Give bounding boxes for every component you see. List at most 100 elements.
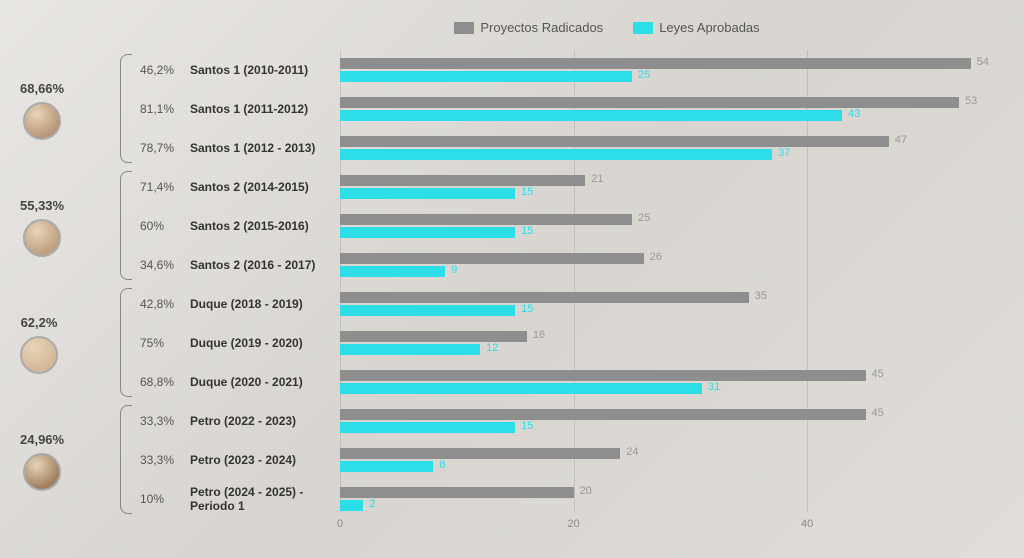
- row-percentage: 46,2%: [140, 63, 190, 77]
- bars-area: 45 15: [340, 405, 994, 437]
- bar-value-radicados: 45: [872, 407, 884, 419]
- legend-item-radicados: Proyectos Radicados: [454, 20, 603, 35]
- bar-aprobadas: [340, 500, 363, 511]
- bars-area: 53 43: [340, 93, 994, 125]
- row-label: Duque (2018 - 2019): [190, 297, 340, 311]
- row-label: Duque (2020 - 2021): [190, 375, 340, 389]
- bar-aprobadas: [340, 422, 515, 433]
- row-label: Santos 2 (2016 - 2017): [190, 258, 340, 272]
- row-label: Duque (2019 - 2020): [190, 336, 340, 350]
- bar-value-radicados: 45: [872, 368, 884, 380]
- row-label: Petro (2023 - 2024): [190, 453, 340, 467]
- group-percentage: 24,96%: [20, 432, 64, 447]
- bar-value-radicados: 16: [533, 329, 545, 341]
- bars-area: 4531: [340, 366, 994, 398]
- bar-value-radicados: 26: [650, 251, 662, 263]
- bars-area: 2515: [340, 210, 994, 242]
- bar-radicados: [340, 409, 866, 420]
- legend-swatch-radicados: [454, 22, 474, 34]
- chart-row: 33,3%Petro (2022 - 2023)4515: [140, 401, 994, 440]
- groups-column: 68,66% 55,33% 62,2% 24,96%: [20, 50, 140, 530]
- bar-value-aprobadas: 25: [638, 69, 650, 81]
- legend: Proyectos Radicados Leyes Aprobadas: [220, 20, 994, 35]
- row-percentage: 10%: [140, 492, 190, 506]
- row-percentage: 60%: [140, 219, 190, 233]
- bar-value-radicados: 24: [626, 446, 638, 458]
- bars-area: 5425: [340, 54, 994, 86]
- row-percentage: 33,3%: [140, 414, 190, 428]
- chart-row: 71,4%Santos 2 (2014-2015) 21 15: [140, 167, 994, 206]
- bar-value-aprobadas: 9: [451, 264, 457, 276]
- bar-radicados: [340, 136, 889, 147]
- bar-aprobadas: [340, 344, 480, 355]
- bar-aprobadas: [340, 266, 445, 277]
- bars-area: 35 15: [340, 288, 994, 320]
- president-avatar: [23, 453, 61, 491]
- row-percentage: 42,8%: [140, 297, 190, 311]
- bars-area: 1612: [340, 327, 994, 359]
- row-label: Santos 1 (2010-2011): [190, 63, 340, 77]
- bar-value-aprobadas: 43: [848, 108, 860, 120]
- bar-value-aprobadas: 15: [521, 186, 533, 198]
- bar-radicados: [340, 175, 585, 186]
- row-percentage: 33,3%: [140, 453, 190, 467]
- row-label: Santos 2 (2015-2016): [190, 219, 340, 233]
- bar-radicados: [340, 253, 644, 264]
- bar-aprobadas: [340, 305, 515, 316]
- bar-aprobadas: [340, 188, 515, 199]
- chart-area: 68,66%55,33%62,2%24,96% 0204046,2%Santos…: [20, 50, 994, 530]
- row-percentage: 71,4%: [140, 180, 190, 194]
- bar-radicados: [340, 448, 620, 459]
- group-bracket: [120, 405, 132, 514]
- row-label: Petro (2024 - 2025) - Periodo 1: [190, 485, 340, 513]
- group-bracket: [120, 54, 132, 163]
- chart-row: 68,8%Duque (2020 - 2021)4531: [140, 362, 994, 401]
- bar-radicados: [340, 292, 749, 303]
- chart-row: 78,7%Santos 1 (2012 - 2013)4737: [140, 128, 994, 167]
- bar-value-radicados: 21: [591, 173, 603, 185]
- bar-value-aprobadas: 15: [521, 420, 533, 432]
- bar-aprobadas: [340, 383, 702, 394]
- legend-label-radicados: Proyectos Radicados: [480, 20, 603, 35]
- row-label: Santos 1 (2011-2012): [190, 102, 340, 116]
- bar-value-aprobadas: 37: [778, 147, 790, 159]
- bar-value-aprobadas: 12: [486, 342, 498, 354]
- group-percentage: 55,33%: [20, 198, 64, 213]
- bar-value-radicados: 47: [895, 134, 907, 146]
- legend-item-aprobadas: Leyes Aprobadas: [633, 20, 759, 35]
- president-group: 62,2%: [20, 315, 58, 374]
- row-percentage: 34,6%: [140, 258, 190, 272]
- president-group: 55,33%: [20, 198, 64, 257]
- bar-value-aprobadas: 15: [521, 303, 533, 315]
- bars-area: 47 37: [340, 132, 994, 164]
- bar-aprobadas: [340, 149, 772, 160]
- bar-radicados: [340, 58, 971, 69]
- group-percentage: 68,66%: [20, 81, 64, 96]
- chart-row: 75%Duque (2019 - 2020)1612: [140, 323, 994, 362]
- bar-value-radicados: 53: [965, 95, 977, 107]
- president-group: 68,66%: [20, 81, 64, 140]
- bar-radicados: [340, 370, 866, 381]
- president-group: 24,96%: [20, 432, 64, 491]
- chart-row: 42,8%Duque (2018 - 2019) 35 15: [140, 284, 994, 323]
- bar-value-radicados: 20: [580, 485, 592, 497]
- axis-tick-label: 40: [801, 518, 813, 530]
- chart-row: 60%Santos 2 (2015-2016)2515: [140, 206, 994, 245]
- row-percentage: 68,8%: [140, 375, 190, 389]
- legend-swatch-aprobadas: [633, 22, 653, 34]
- bars-area: 248: [340, 444, 994, 476]
- axis-tick-label: 0: [337, 518, 343, 530]
- row-label: Santos 2 (2014-2015): [190, 180, 340, 194]
- bars-area: 26 9: [340, 249, 994, 281]
- bars-area: 202: [340, 483, 994, 515]
- bar-aprobadas: [340, 227, 515, 238]
- bar-aprobadas: [340, 461, 433, 472]
- bar-value-radicados: 35: [755, 290, 767, 302]
- chart-row: 34,6%Santos 2 (2016 - 2017) 26 9: [140, 245, 994, 284]
- bar-aprobadas: [340, 110, 842, 121]
- president-avatar: [23, 219, 61, 257]
- row-percentage: 81,1%: [140, 102, 190, 116]
- chart-row: 46,2%Santos 1 (2010-2011)5425: [140, 50, 994, 89]
- group-bracket: [120, 288, 132, 397]
- president-avatar: [23, 102, 61, 140]
